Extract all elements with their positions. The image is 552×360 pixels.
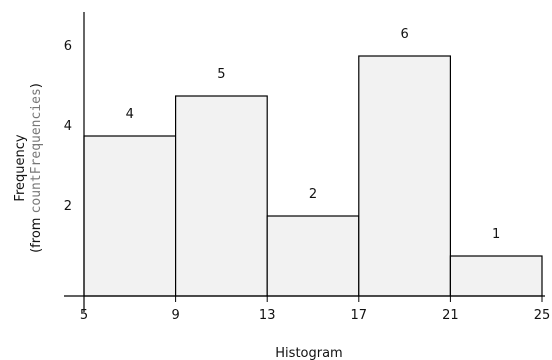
bar-13-17 bbox=[266, 215, 360, 297]
x-tick-label-13: 13 bbox=[259, 308, 276, 323]
x-tick-label-17: 17 bbox=[351, 308, 368, 323]
bars-group bbox=[83, 55, 543, 297]
y-tick-label-2: 2 bbox=[64, 199, 72, 214]
y-tick-label-6: 6 bbox=[64, 39, 72, 54]
x-tick-label-25: 25 bbox=[534, 308, 551, 323]
bar-9-13 bbox=[175, 95, 268, 297]
data-label-bar-17-21: 6 bbox=[400, 27, 408, 42]
bar-21-25 bbox=[449, 255, 543, 297]
y-axis-title-line2: (from countFrequencies) bbox=[29, 83, 44, 253]
x-tick-label-5: 5 bbox=[80, 308, 88, 323]
x-tick-label-9: 9 bbox=[171, 308, 179, 323]
data-label-bar-21-25: 1 bbox=[492, 227, 500, 242]
data-label-bar-9-13: 5 bbox=[217, 67, 225, 82]
y-axis-title-line1: Frequency bbox=[13, 134, 28, 201]
bar-17-21 bbox=[358, 55, 451, 297]
x-ticks-group: 5 9 13 17 21 25 bbox=[80, 296, 550, 323]
y-tick-label-4: 4 bbox=[64, 119, 72, 134]
y-axis-title: Frequency (from countFrequencies) bbox=[13, 83, 44, 253]
x-tick-label-21: 21 bbox=[442, 308, 459, 323]
axes-group bbox=[64, 12, 545, 312]
bar-5-9 bbox=[83, 135, 177, 297]
y-ticks-group: 2 4 6 bbox=[64, 39, 72, 214]
data-label-bar-13-17: 2 bbox=[309, 187, 317, 202]
x-axis-title: Histogram bbox=[275, 346, 342, 360]
y-axis-title-code: countFrequencies bbox=[29, 88, 44, 213]
data-labels-group: 4 5 2 6 1 bbox=[126, 27, 501, 242]
data-label-bar-5-9: 4 bbox=[126, 107, 134, 122]
